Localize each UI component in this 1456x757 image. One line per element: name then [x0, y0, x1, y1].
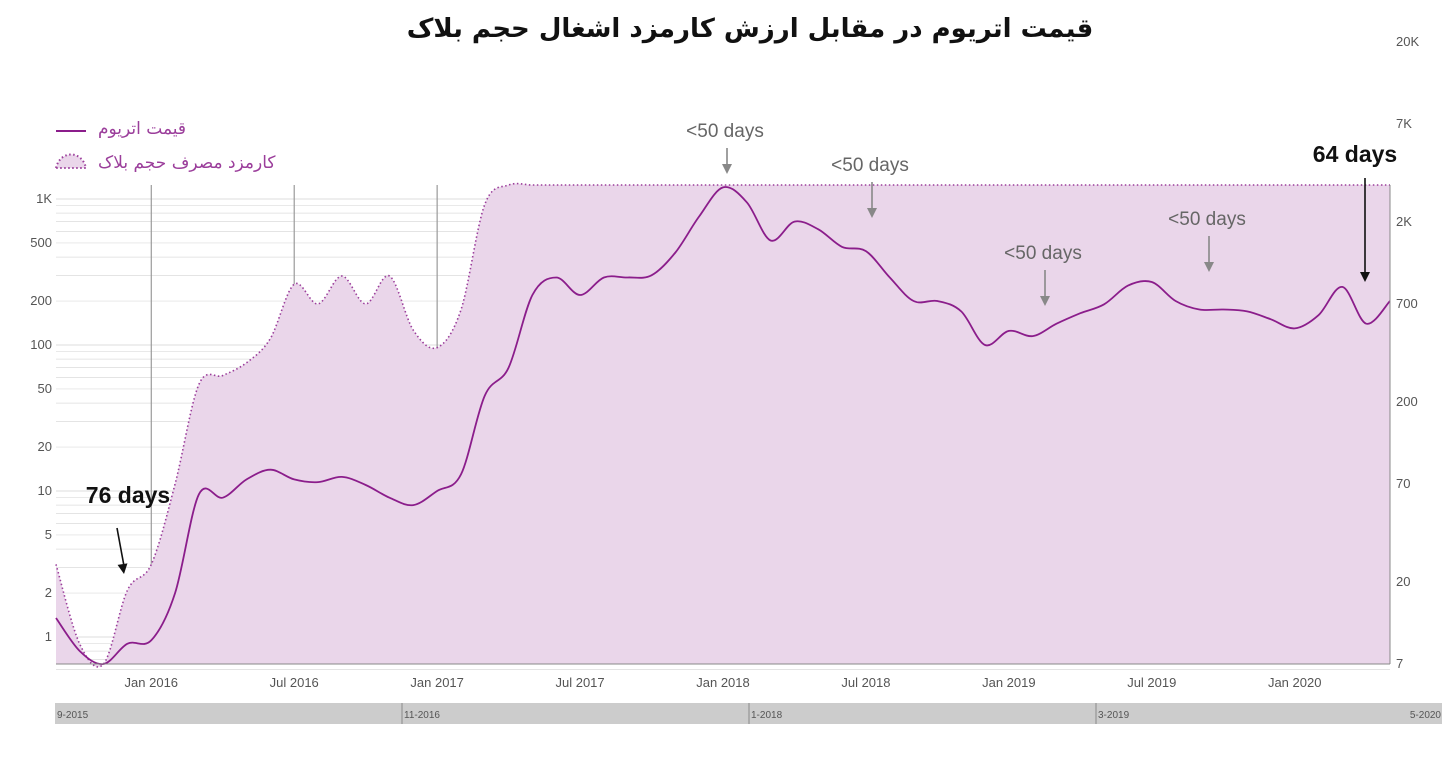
navigator-label: 1-2018 — [751, 710, 783, 721]
x-axis: Jan 2016 Jul 2016 Jan 2017 Jul 2017 Jan 2018… — [125, 675, 1322, 690]
annotations: 76 days <50 days <50 days <50 days <50 days 6… — [86, 121, 1397, 574]
legend-fee-label: کارمزد مصرف حجم بلاک — [98, 153, 276, 173]
y-right-tick-label: 200 — [1396, 394, 1418, 409]
price-line — [55, 186, 1391, 666]
chart-title: قیمت اتریوم در مقابل ارزش کارمزد اشغال ح… — [406, 14, 1094, 44]
y-right-axis: 2M700K200K70K20K7K2K70020070207 — [1396, 34, 1419, 671]
annotation-arrowhead — [117, 563, 128, 574]
x-tick-label: Jan 2017 — [410, 675, 464, 690]
navigator-label: 9-2015 — [57, 710, 89, 721]
annotation-arrowhead — [1040, 296, 1050, 306]
annotation-arrowhead — [867, 208, 877, 218]
annotation-label: <50 days — [1004, 243, 1082, 264]
x-tick-label: Jan 2018 — [696, 675, 750, 690]
y-right-tick-label: 2K — [1396, 214, 1412, 229]
x-tick-label: Jul 2019 — [1127, 675, 1176, 690]
x-tick-label: Jan 2020 — [1268, 675, 1322, 690]
x-tick-label: Jul 2016 — [270, 675, 319, 690]
fee-dotted-line — [55, 182, 1390, 668]
y-right-tick-label: 20 — [1396, 574, 1410, 589]
navigator-label: 5-2020 — [1410, 710, 1442, 721]
y-left-tick-label: 2 — [45, 585, 52, 600]
y-left-tick-label: 5 — [45, 527, 52, 542]
x-tick-label: Jul 2017 — [555, 675, 604, 690]
y-left-tick-label: 1 — [45, 629, 52, 644]
annotation-label: 76 days — [86, 482, 170, 508]
fee-area — [56, 183, 1390, 667]
legend-price-label: قیمت اتریوم — [98, 119, 186, 139]
annotation-arrow — [116, 527, 125, 567]
annotation-arrowhead — [722, 164, 732, 174]
navigator-labels: 9-2015 11-2016 1-2018 3-2019 5-2020 — [57, 703, 1441, 724]
y-right-tick-label: 70 — [1396, 476, 1410, 491]
y-left-tick-label: 1K — [36, 191, 52, 206]
annotation-arrowhead — [1204, 262, 1214, 272]
legend-fee-swatch — [54, 153, 88, 169]
x-tick-label: Jan 2019 — [982, 675, 1036, 690]
navigator-label: 11-2016 — [404, 710, 440, 721]
navigator[interactable]: 9-2015 11-2016 1-2018 3-2019 5-2020 — [55, 703, 1442, 724]
annotation-label: 64 days — [1313, 141, 1397, 167]
y-right-tick-label: 7 — [1396, 656, 1403, 671]
x-tick-label: Jul 2018 — [841, 675, 890, 690]
navigator-label: 3-2019 — [1098, 710, 1130, 721]
annotation-arrowhead — [1360, 272, 1370, 282]
x-tick-label: Jan 2016 — [125, 675, 179, 690]
annotation-label: <50 days — [831, 155, 909, 176]
y-right-tick-label: 7K — [1396, 116, 1412, 131]
annotation-label: <50 days — [1168, 209, 1246, 230]
y-left-tick-label: 50 — [38, 381, 52, 396]
y-left-tick-label: 200 — [30, 293, 52, 308]
y-left-tick-label: 20 — [38, 439, 52, 454]
y-left-tick-label: 100 — [30, 337, 52, 352]
annotation-label: <50 days — [686, 121, 764, 142]
legend: قیمت اتریوم کارمزد مصرف حجم بلاک — [54, 119, 276, 173]
y-right-tick-label: 700 — [1396, 296, 1418, 311]
y-right-tick-label: 20K — [1396, 34, 1419, 49]
y-left-axis: 1K 500 200 100 50 20 10 5 2 1 — [30, 191, 52, 644]
y-left-tick-label: 500 — [30, 235, 52, 250]
y-left-tick-label: 10 — [38, 483, 52, 498]
